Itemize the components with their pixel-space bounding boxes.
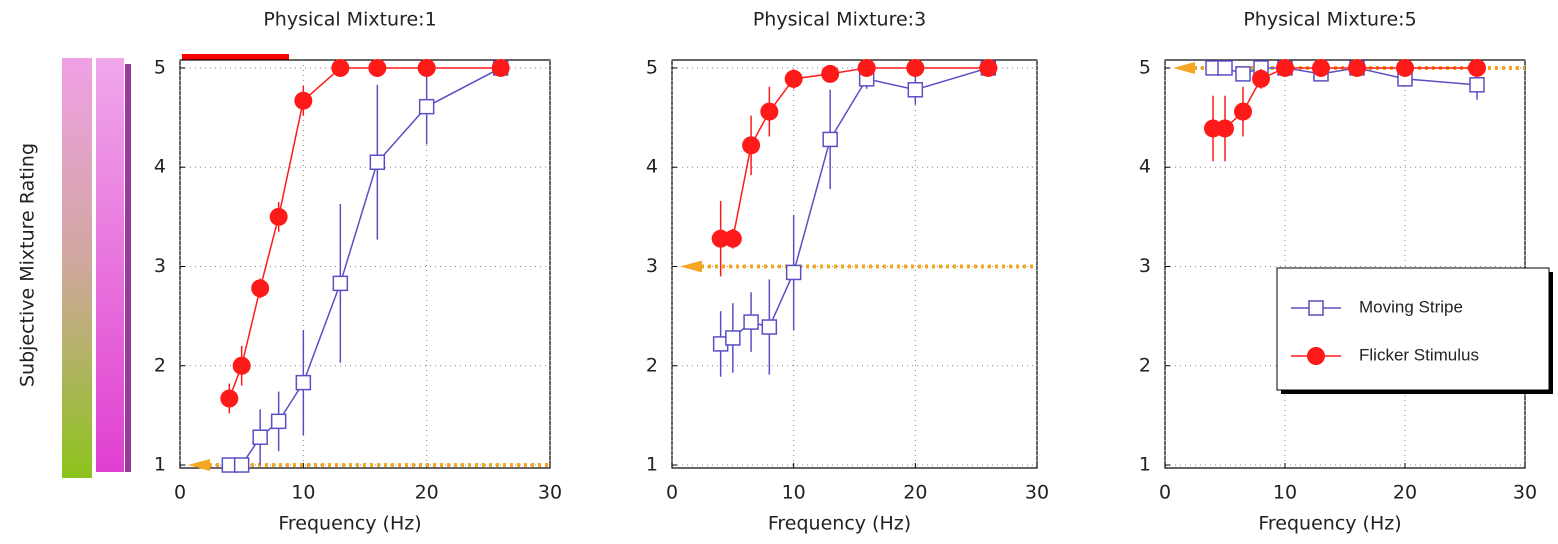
- legend-label: Moving Stripe: [1359, 297, 1463, 316]
- marker: [857, 58, 876, 77]
- y-tick-label: 2: [154, 354, 166, 376]
- color-bar-edge: [125, 64, 131, 472]
- y-axis-label: Subjective Mixture Rating: [17, 143, 39, 387]
- legend-marker: [1307, 347, 1325, 365]
- y-tick-label: 5: [1139, 56, 1151, 78]
- marker: [743, 314, 759, 330]
- marker: [760, 102, 779, 121]
- y-tick-label: 5: [154, 56, 166, 78]
- marker: [331, 58, 350, 77]
- marker: [332, 275, 349, 292]
- reference-arrow: [680, 260, 702, 273]
- reference-arrow: [1173, 61, 1195, 74]
- x-tick-label: 20: [415, 482, 439, 504]
- x-axis-label: Frequency (Hz): [278, 513, 421, 535]
- legend-marker: [1308, 300, 1324, 316]
- marker: [1217, 60, 1233, 76]
- y-tick-label: 4: [646, 156, 658, 178]
- x-axis-label: Frequency (Hz): [768, 513, 911, 535]
- plot-area: [1164, 59, 1526, 469]
- marker: [220, 389, 239, 408]
- x-tick-label: 0: [1159, 482, 1171, 504]
- marker: [418, 98, 435, 115]
- marker: [723, 229, 742, 248]
- marker: [417, 58, 436, 77]
- y-tick-label: 1: [646, 454, 658, 476]
- marker: [369, 154, 386, 170]
- marker: [785, 264, 802, 281]
- marker: [270, 413, 287, 430]
- marker: [784, 69, 803, 88]
- marker: [232, 356, 251, 375]
- marker: [1216, 119, 1234, 138]
- marker: [1469, 77, 1485, 93]
- y-tick-label: 4: [154, 156, 166, 178]
- marker: [269, 207, 288, 226]
- marker: [294, 91, 313, 110]
- x-tick-label: 30: [1025, 482, 1049, 504]
- legend: [1276, 267, 1550, 391]
- x-tick-label: 10: [1273, 482, 1297, 504]
- y-tick-label: 3: [1139, 255, 1151, 277]
- x-tick-label: 10: [782, 482, 806, 504]
- marker: [1396, 58, 1414, 77]
- marker: [907, 82, 924, 98]
- marker: [1234, 102, 1252, 121]
- plot-area: [671, 59, 1038, 469]
- x-tick-label: 10: [291, 482, 315, 504]
- legend-label: Flicker Stimulus: [1359, 345, 1479, 364]
- marker: [906, 58, 925, 77]
- y-tick-label: 5: [646, 56, 658, 78]
- marker: [233, 457, 250, 473]
- marker: [491, 58, 510, 77]
- y-tick-label: 1: [1139, 454, 1151, 476]
- marker: [725, 330, 741, 346]
- x-tick-label: 20: [903, 482, 927, 504]
- x-tick-label: 0: [174, 482, 186, 504]
- y-tick-label: 2: [646, 354, 658, 376]
- marker: [761, 319, 778, 335]
- y-tick-label: 2: [1139, 354, 1151, 376]
- marker: [979, 58, 998, 77]
- marker: [252, 429, 268, 445]
- y-tick-label: 4: [1139, 156, 1151, 178]
- x-tick-label: 20: [1393, 482, 1417, 504]
- marker: [295, 374, 312, 391]
- y-tick-label: 1: [154, 454, 166, 476]
- marker: [821, 64, 840, 83]
- marker: [1276, 58, 1294, 77]
- marker: [251, 279, 270, 298]
- marker: [368, 58, 387, 77]
- y-tick-label: 3: [646, 255, 658, 277]
- chart-title: Physical Mixture:1: [263, 9, 436, 31]
- plot-area: [179, 59, 551, 469]
- x-tick-label: 30: [1513, 482, 1537, 504]
- marker: [1235, 66, 1251, 82]
- color-bar: [62, 58, 92, 478]
- chart-title: Physical Mixture:3: [753, 9, 926, 31]
- reference-arrow: [188, 459, 210, 472]
- color-bar: [96, 58, 124, 472]
- marker: [1312, 58, 1330, 77]
- y-tick-label: 3: [154, 255, 166, 277]
- marker: [822, 131, 838, 148]
- x-tick-label: 0: [666, 482, 678, 504]
- marker: [1252, 69, 1270, 88]
- chart-title: Physical Mixture:5: [1243, 9, 1416, 31]
- marker: [1348, 58, 1366, 77]
- x-axis-label: Frequency (Hz): [1258, 513, 1401, 535]
- marker: [1468, 58, 1486, 77]
- marker: [742, 136, 761, 155]
- x-tick-label: 30: [538, 482, 562, 504]
